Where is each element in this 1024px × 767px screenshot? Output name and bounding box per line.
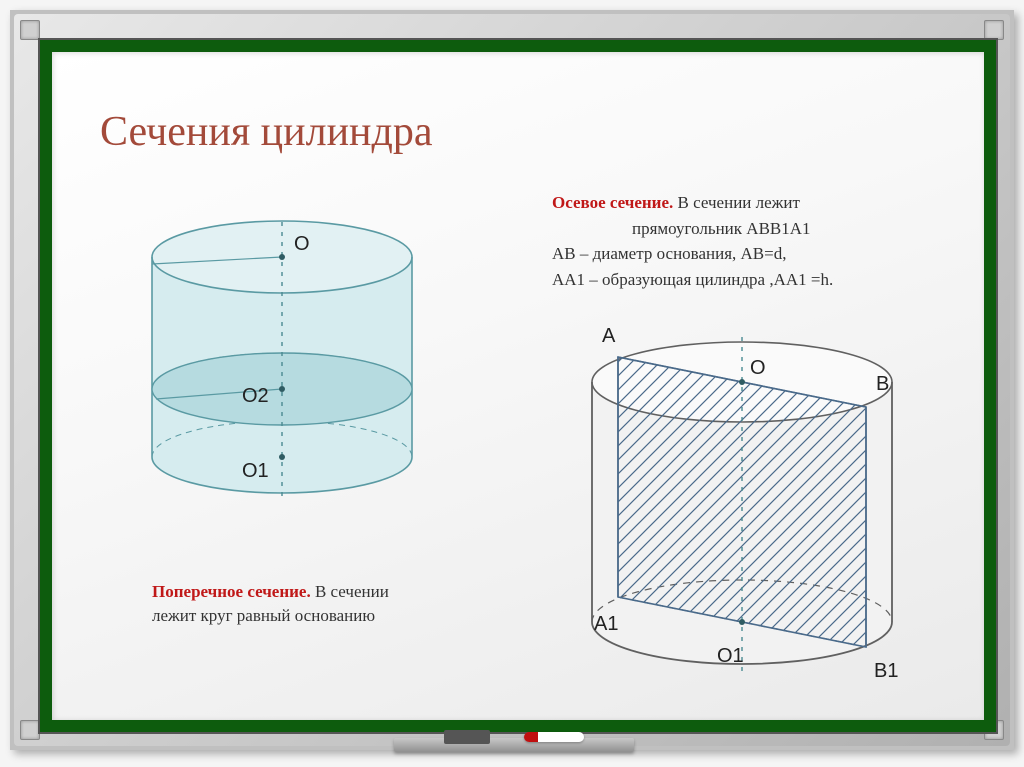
corner-mount-icon [20,20,40,40]
whiteboard-border: Сечения цилиндра [38,38,998,734]
corner-mount-icon [20,720,40,740]
svg-text:А: А [602,325,616,347]
right-cylinder-diagram: А О В А1 О1 В1 [532,322,952,712]
axial-text-3: АВ – диаметр основания, АВ=d, [552,244,786,263]
svg-text:О1: О1 [717,645,744,667]
axial-text-2: прямоугольник АВВ1А1 [552,216,811,242]
svg-text:О: О [294,233,310,255]
axial-emph: Осевое сечение. [552,193,673,212]
marker-icon [524,732,584,742]
left-cylinder-diagram: О О2 О1 [112,202,472,572]
svg-text:В1: В1 [874,660,898,682]
page-title: Сечения цилиндра [100,108,433,156]
whiteboard-surface: Сечения цилиндра [52,52,984,720]
svg-text:А1: А1 [594,613,618,635]
corner-mount-icon [984,20,1004,40]
cross-section-emph: Поперечное сечение. [152,582,311,601]
cross-section-text2: лежит круг равный основанию [152,606,375,625]
svg-text:О: О [750,357,766,379]
eraser-icon [444,730,490,744]
marker-tray [394,738,634,752]
svg-text:О2: О2 [242,385,269,407]
svg-text:В: В [876,373,889,395]
cross-section-caption: Поперечное сечение. В сечении лежит круг… [152,580,472,628]
svg-text:О1: О1 [242,460,269,482]
whiteboard-shadow: Сечения цилиндра [10,10,1014,750]
cross-section-text: В сечении [315,582,389,601]
axial-section-caption: Осевое сечение. В сечении лежит прямоуго… [552,190,972,292]
axial-text-1: В сечении лежит [678,193,800,212]
whiteboard-frame: Сечения цилиндра [14,14,1010,746]
axial-text-4: АА1 – образующая цилиндра ,АА1 =h. [552,270,833,289]
